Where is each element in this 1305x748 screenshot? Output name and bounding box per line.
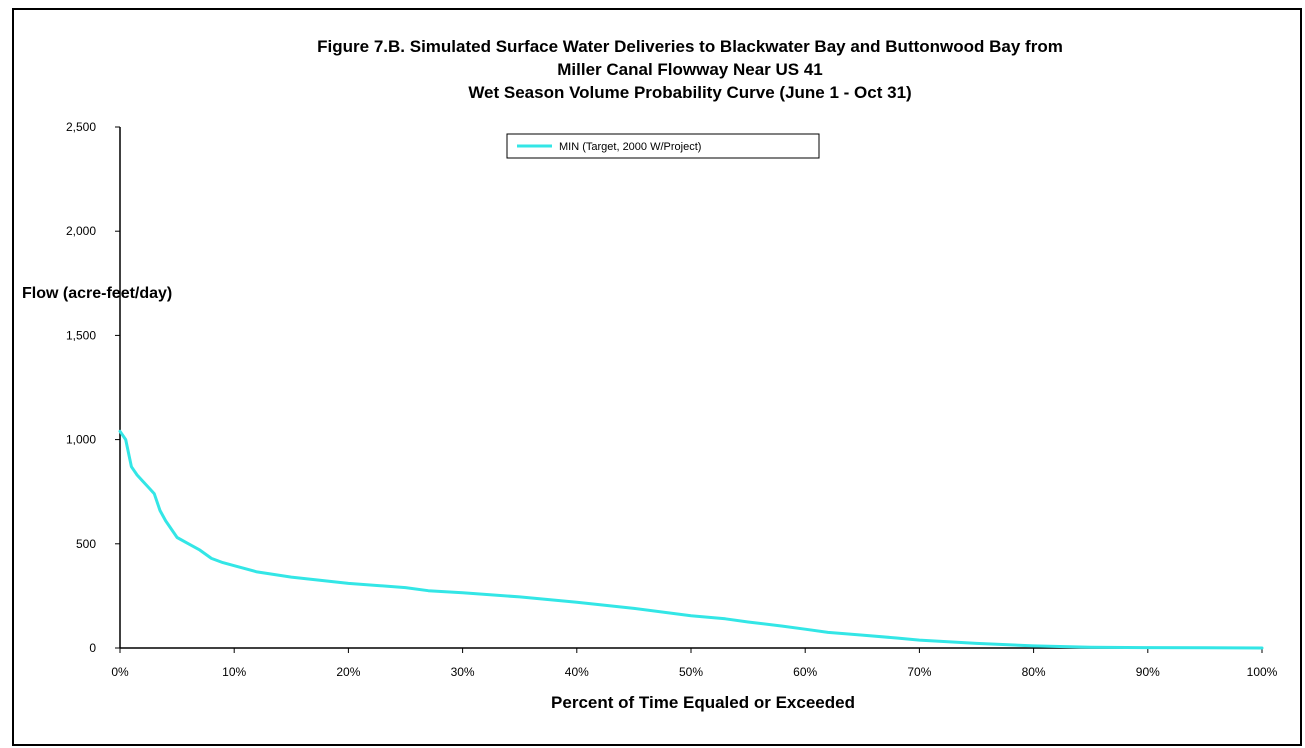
y-axis-label: Flow (acre-feet/day) [22, 285, 172, 302]
x-tick-label: 30% [451, 665, 475, 679]
x-tick-label: 40% [565, 665, 589, 679]
y-tick-label: 500 [76, 537, 96, 551]
y-tick-label: 1,500 [66, 328, 96, 342]
x-tick-label: 60% [793, 665, 817, 679]
chart-title-line-3: Wet Season Volume Probability Curve (Jun… [468, 83, 911, 102]
chart-title: Figure 7.B. Simulated Surface Water Deli… [317, 37, 1063, 102]
x-tick-label: 10% [222, 665, 246, 679]
x-tick-label: 80% [1022, 665, 1046, 679]
chart-frame [12, 8, 1302, 746]
legend: MIN (Target, 2000 W/Project) [506, 133, 820, 159]
x-tick-label: 0% [111, 665, 129, 679]
axes: 0 500 1,000 1,500 2,000 2,500 0% 10% 20% 30% 40% 50… [22, 120, 1278, 712]
legend-entry-label: MIN (Target, 2000 W/Project) [559, 141, 701, 153]
y-tick-label: 1,000 [66, 433, 96, 447]
chart-title-line-1: Figure 7.B. Simulated Surface Water Deli… [317, 37, 1063, 56]
x-axis-label: Percent of Time Equaled or Exceeded [551, 693, 855, 712]
chart-title-line-2: Miller Canal Flowway Near US 41 [557, 60, 822, 79]
y-tick-label: 0 [89, 641, 96, 655]
legend-box [506, 133, 820, 159]
x-tick-label: 70% [907, 665, 931, 679]
x-tick-label: 90% [1136, 665, 1160, 679]
x-tick-label: 100% [1247, 665, 1278, 679]
plot-area [118, 429, 1264, 650]
y-tick-label: 2,000 [66, 224, 96, 238]
series-line-1 [118, 429, 1264, 650]
x-tick-label: 50% [679, 665, 703, 679]
y-tick-label: 2,500 [66, 120, 96, 134]
x-tick-label: 20% [336, 665, 360, 679]
